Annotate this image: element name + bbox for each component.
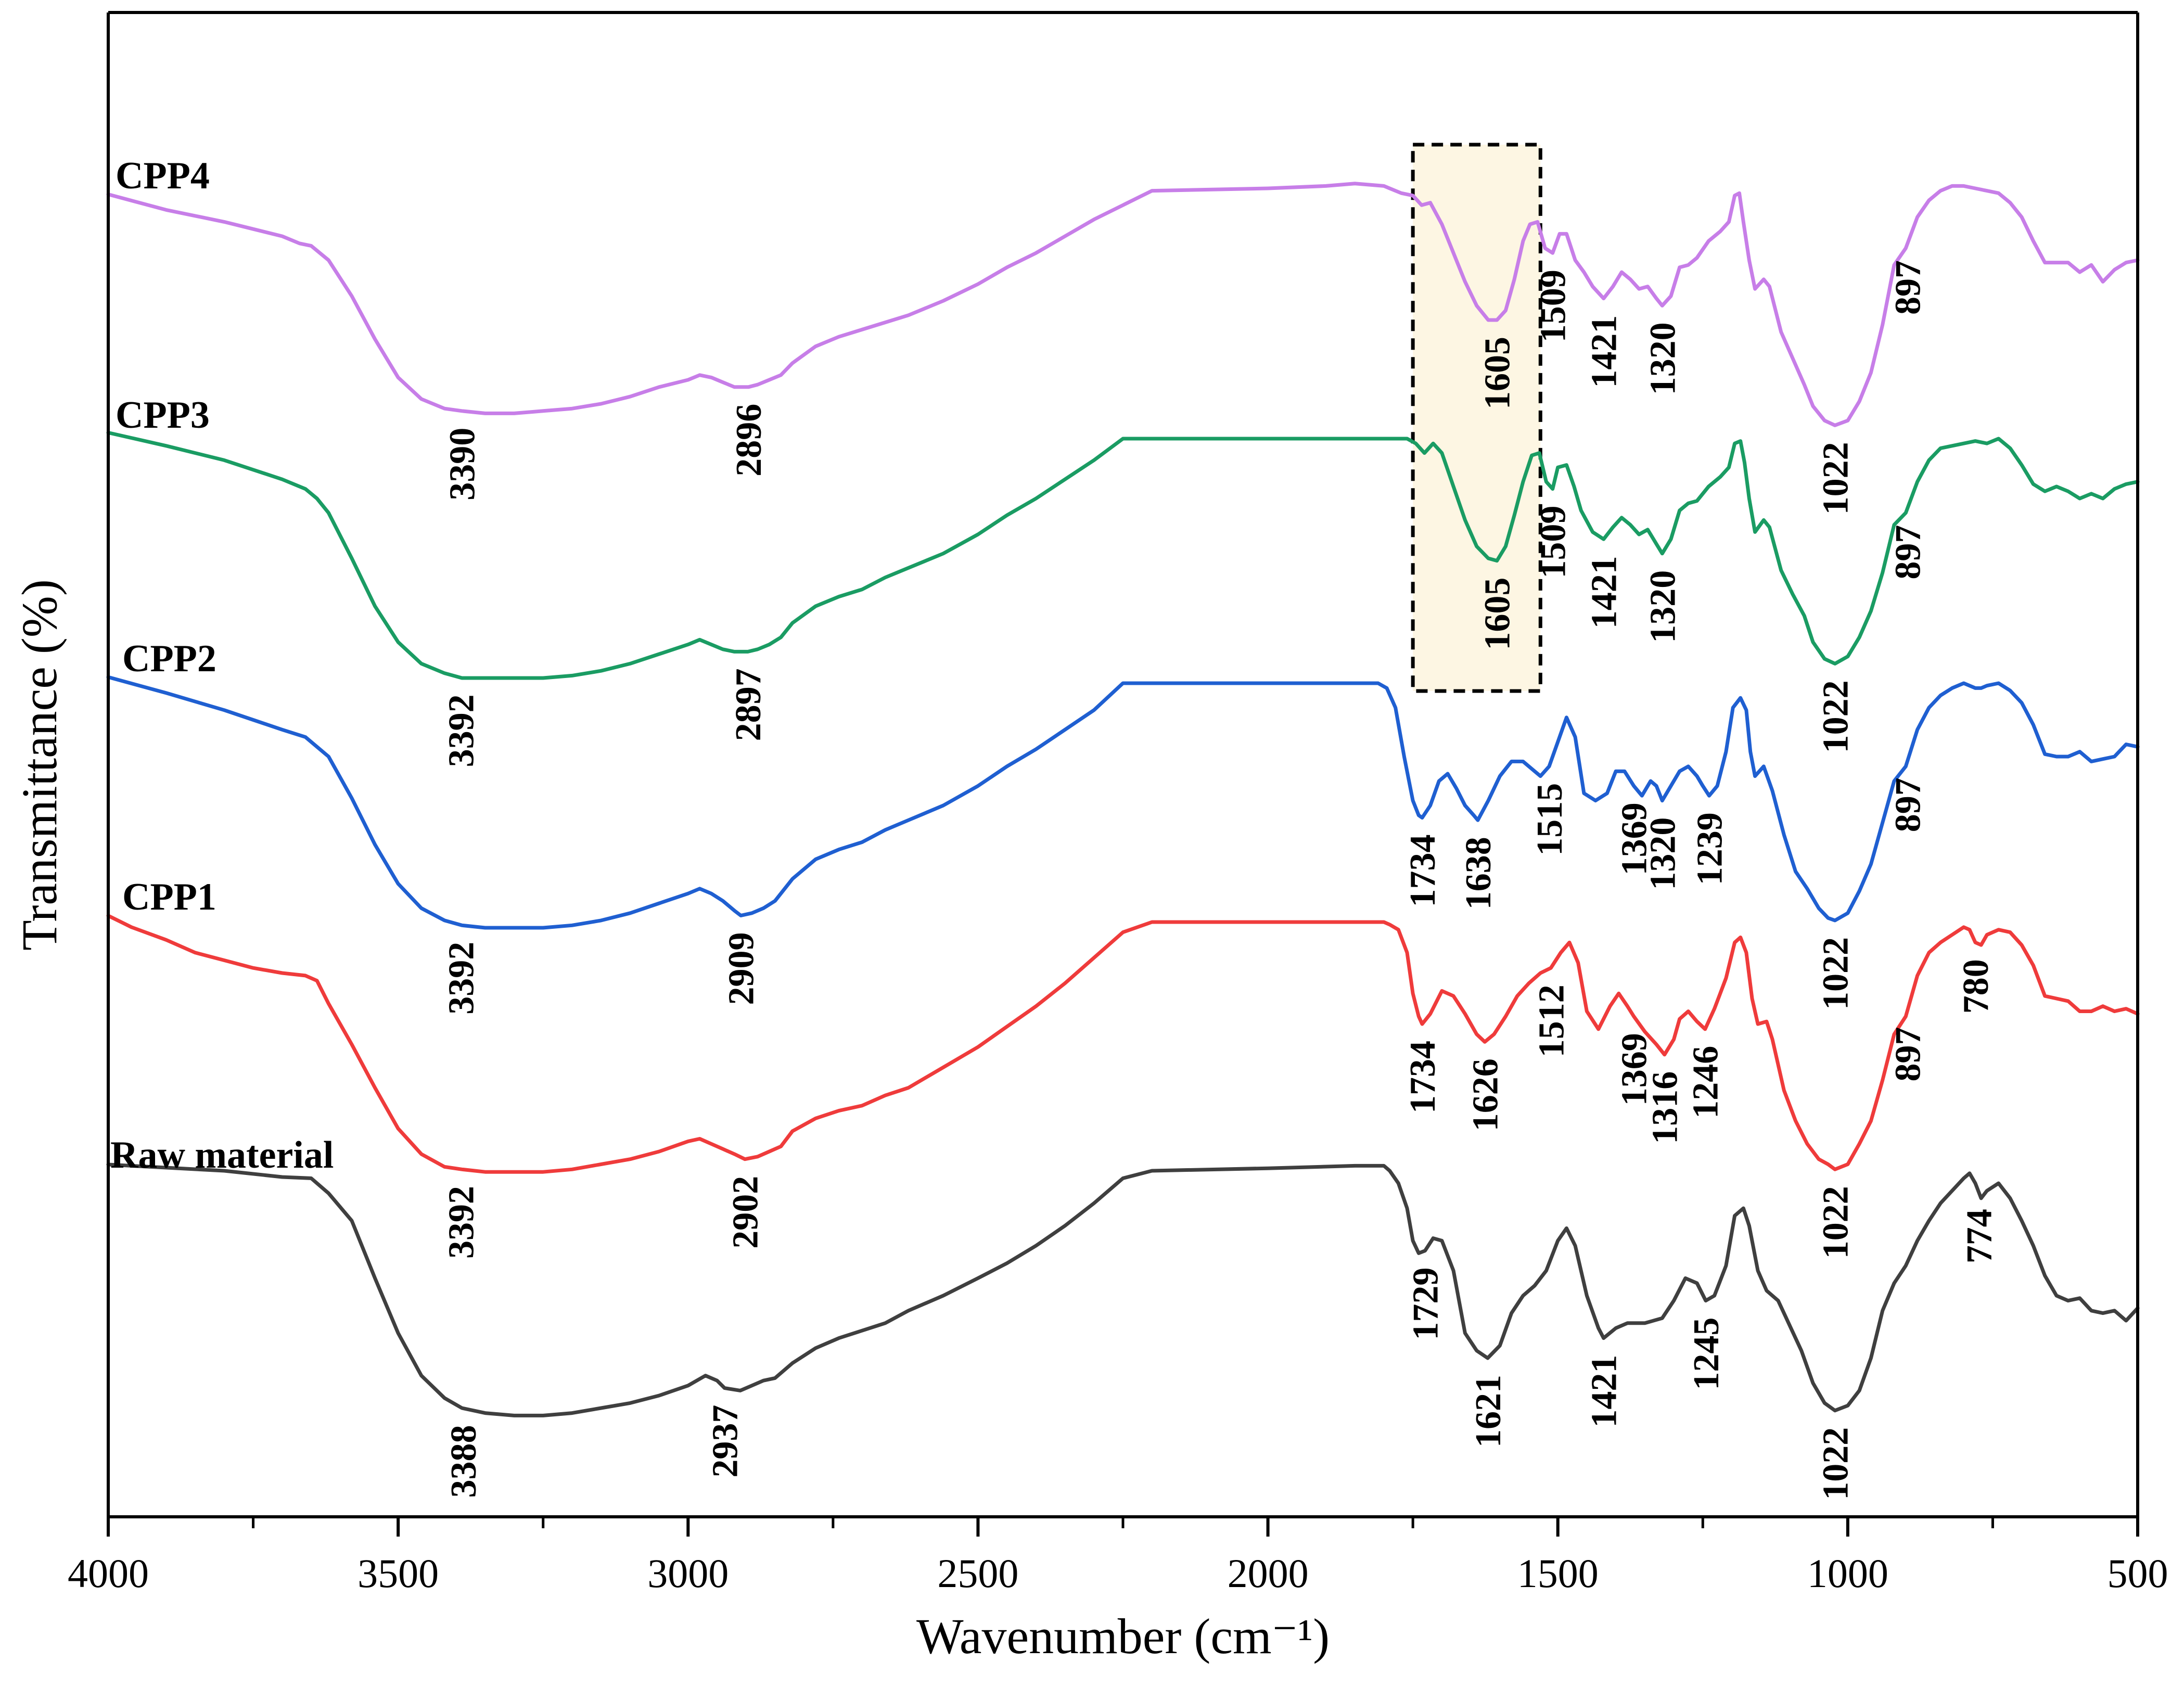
x-tick-label: 1000 — [1807, 1551, 1888, 1596]
peak-label-cpp3-1421: 1421 — [1585, 556, 1625, 629]
peak-label-cpp4-2896: 2896 — [729, 404, 769, 477]
peak-label-cpp2-1022: 1022 — [1816, 937, 1856, 1010]
series-label-cpp1: CPP1 — [122, 876, 216, 918]
peak-label-cpp2-1320: 1320 — [1643, 817, 1683, 890]
peak-label-cpp2-1638: 1638 — [1459, 837, 1499, 910]
x-tick-label: 1500 — [1517, 1551, 1599, 1596]
x-tick-label: 2500 — [937, 1551, 1018, 1596]
x-axis-title-unit: (cm⁻¹) — [1194, 1608, 1330, 1664]
x-tick-label: 4000 — [68, 1551, 149, 1596]
peak-label-raw-material-1729: 1729 — [1406, 1268, 1446, 1340]
x-tick-label: 3000 — [647, 1551, 729, 1596]
peak-label-cpp1-1369: 1369 — [1615, 1033, 1655, 1106]
peak-label-cpp1-897: 897 — [1888, 1027, 1928, 1082]
peak-label-cpp1-1626: 1626 — [1465, 1058, 1505, 1131]
peak-label-cpp3-1320: 1320 — [1643, 570, 1683, 643]
x-tick-label: 3500 — [357, 1551, 439, 1596]
peak-label-cpp1-780: 780 — [1956, 959, 1996, 1014]
peak-label-cpp3-1605: 1605 — [1478, 578, 1518, 650]
peak-label-cpp3-3392: 3392 — [442, 694, 482, 767]
series-line-cpp4 — [106, 182, 2140, 427]
peak-label-cpp1-1734: 1734 — [1403, 1041, 1443, 1114]
x-axis-title: Wavenumber (cm⁻¹) — [916, 1608, 1330, 1664]
peak-label-raw-material-774: 774 — [1960, 1209, 2000, 1263]
peak-label-cpp1-3392: 3392 — [442, 1186, 482, 1259]
series-line-cpp1 — [106, 914, 2140, 1174]
x-tick-label: 2000 — [1228, 1551, 1309, 1596]
peak-label-cpp4-897: 897 — [1888, 260, 1928, 315]
peak-label-cpp1-1022: 1022 — [1816, 1186, 1856, 1259]
peak-label-cpp1-1512: 1512 — [1531, 984, 1572, 1057]
series-label-cpp4: CPP4 — [116, 155, 210, 197]
series-line-cpp2 — [106, 675, 2140, 930]
peak-label-cpp3-1022: 1022 — [1816, 680, 1856, 753]
peak-label-raw-material-1245: 1245 — [1687, 1318, 1727, 1390]
series-line-raw-material — [106, 1162, 2140, 1417]
series-line-cpp3 — [106, 431, 2140, 680]
peak-label-cpp1-1246: 1246 — [1686, 1046, 1726, 1119]
peak-label-cpp2-1369: 1369 — [1615, 802, 1655, 875]
peak-label-cpp4-1421: 1421 — [1585, 315, 1625, 388]
peak-label-raw-material-1421: 1421 — [1585, 1355, 1625, 1428]
peak-label-cpp2-897: 897 — [1888, 777, 1928, 832]
peak-label-raw-material-1621: 1621 — [1468, 1375, 1509, 1448]
peak-label-cpp2-2909: 2909 — [722, 932, 762, 1005]
peak-label-cpp4-1022: 1022 — [1816, 442, 1856, 515]
series-label-cpp3: CPP3 — [116, 394, 210, 437]
peak-label-cpp4-1509: 1509 — [1534, 270, 1574, 342]
x-axis-title-text: Wavenumber — [916, 1608, 1194, 1664]
peak-label-cpp2-1734: 1734 — [1403, 835, 1443, 907]
peak-label-cpp1-1316: 1316 — [1645, 1071, 1685, 1144]
peak-label-cpp1-2902: 2902 — [726, 1176, 766, 1249]
series-label-cpp2: CPP2 — [122, 637, 216, 680]
peak-label-cpp3-897: 897 — [1888, 525, 1928, 580]
peak-label-cpp2-1515: 1515 — [1530, 783, 1570, 856]
x-tick-label: 500 — [2108, 1551, 2168, 1596]
y-axis-title: Transmittance (%) — [11, 579, 67, 951]
peak-label-cpp2-3392: 3392 — [442, 942, 482, 1015]
peak-label-cpp3-1509: 1509 — [1534, 506, 1574, 579]
peak-label-cpp4-1320: 1320 — [1643, 322, 1683, 395]
peak-label-cpp4-1605: 1605 — [1478, 337, 1518, 410]
peak-label-cpp3-2897: 2897 — [729, 668, 769, 741]
peak-label-raw-material-1022: 1022 — [1816, 1427, 1856, 1500]
peak-label-cpp2-1239: 1239 — [1690, 812, 1730, 885]
peak-label-raw-material-2937: 2937 — [706, 1405, 746, 1478]
peak-label-cpp4-3390: 3390 — [443, 428, 483, 501]
peak-label-raw-material-3388: 3388 — [444, 1425, 484, 1498]
highlight-box — [1411, 143, 1542, 693]
series-label-raw-material: Raw material — [110, 1134, 334, 1177]
